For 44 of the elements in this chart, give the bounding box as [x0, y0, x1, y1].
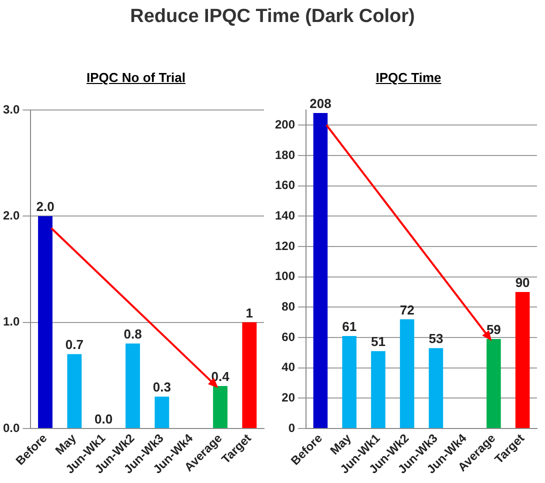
bar [67, 354, 82, 428]
text: Reduce IPQC Time (Dark Color) [129, 6, 416, 28]
data-label: 61 [342, 319, 357, 334]
y-tick-label: 40 [282, 360, 296, 374]
data-label: 0.3 [152, 380, 171, 395]
data-label: 0.0 [94, 412, 113, 427]
y-tick-label: 2.0 [2, 208, 20, 222]
bar [213, 386, 228, 428]
data-label: 2.0 [36, 199, 54, 214]
y-tick-label: 80 [282, 299, 296, 314]
bar [486, 338, 501, 428]
y-tick-label: 1.0 [2, 314, 20, 329]
data-label: 90 [515, 275, 530, 290]
y-tick-label: 160 [274, 178, 296, 192]
bar [313, 113, 328, 428]
bar [154, 396, 170, 428]
chart-title: IPQC Time [374, 70, 442, 85]
chart-title: IPQC No of Trial [86, 70, 186, 85]
y-tick-label: 20 [282, 390, 296, 404]
data-label: 0.8 [124, 326, 142, 342]
bar [342, 336, 356, 428]
y-tick-label: 100 [274, 269, 296, 284]
data-label: 51 [370, 334, 386, 350]
bar [126, 344, 140, 428]
data-label: 1 [246, 305, 254, 320]
bar [242, 322, 257, 428]
bar [428, 348, 444, 428]
data-label: 0.7 [65, 337, 84, 352]
data-label: 208 [310, 96, 332, 112]
bar [38, 216, 52, 428]
y-tick-label: 180 [274, 148, 296, 162]
bar [515, 292, 530, 428]
y-tick-label: 120 [274, 238, 296, 253]
data-label: 0.4 [211, 369, 230, 384]
y-tick-label: 200 [274, 117, 296, 132]
y-tick-label: 60 [282, 330, 296, 344]
data-label: 53 [428, 331, 444, 346]
data-label: 72 [400, 302, 414, 318]
y-tick-label: 0.0 [2, 420, 20, 435]
y-tick-label: 140 [274, 208, 296, 222]
bar [371, 351, 386, 428]
y-tick-label: 3.0 [2, 102, 20, 116]
bar [400, 319, 414, 428]
y-tick-label: 0 [288, 420, 296, 435]
